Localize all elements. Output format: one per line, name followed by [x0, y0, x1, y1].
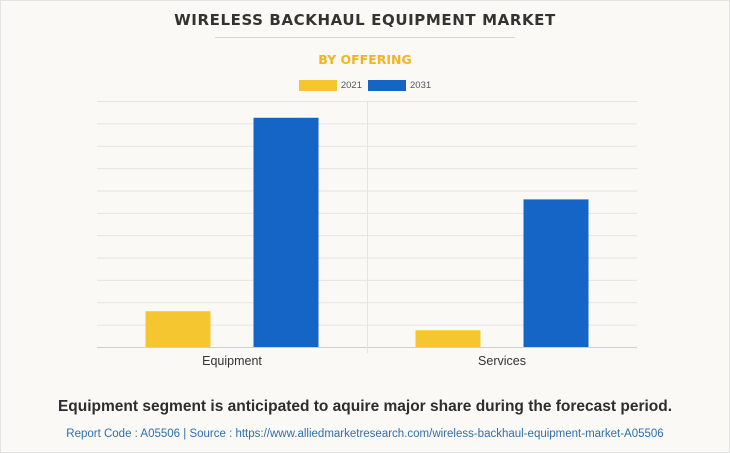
chart-caption: Equipment segment is anticipated to aqui…	[57, 398, 673, 415]
legend-swatch-2021	[298, 80, 337, 91]
chart-title: WIRELESS BACKHAUL EQUIPMENT MARKET	[174, 11, 556, 29]
bars	[145, 117, 589, 347]
legend: 2021 2031	[0, 80, 730, 91]
legend-label-2031: 2031	[410, 80, 432, 91]
category-label-services: Services	[478, 354, 526, 368]
legend-label-2021: 2021	[340, 80, 362, 91]
title-divider	[215, 37, 515, 38]
bar-services-2031[interactable]	[523, 199, 589, 347]
bar-equipment-2031[interactable]	[253, 117, 319, 347]
legend-item-2031[interactable]: 2031	[368, 80, 431, 91]
legend-item-2021[interactable]: 2021	[298, 80, 362, 91]
category-labels: Equipment Services	[202, 354, 526, 368]
bar-equipment-2021[interactable]	[145, 311, 211, 347]
bar-services-2021[interactable]	[415, 330, 481, 347]
chart-subtitle: BY OFFERING	[318, 52, 412, 67]
category-label-equipment: Equipment	[202, 354, 262, 368]
source-link[interactable]: Report Code : A05506 | Source : https://…	[66, 428, 664, 440]
legend-swatch-2031	[368, 80, 406, 91]
